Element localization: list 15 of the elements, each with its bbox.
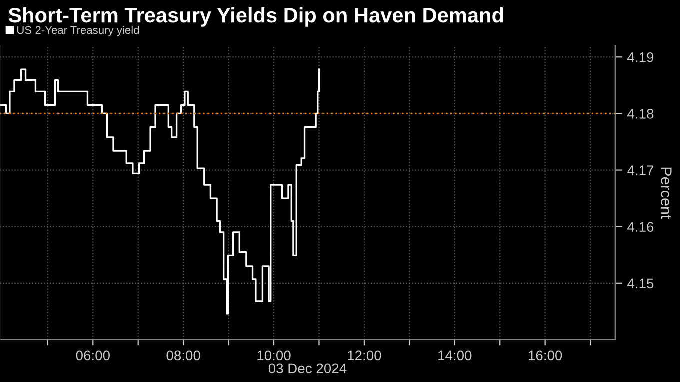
- y-tick-label: 4.17: [628, 166, 654, 176]
- x-tick-label: 08:00: [166, 350, 200, 361]
- x-tick-label: 10:00: [258, 350, 291, 361]
- legend-label: US 2-Year Treasury yield: [18, 26, 140, 36]
- chart-title: Short-Term Treasury Yields Dip on Haven Demand: [8, 7, 504, 27]
- y-tick-label: 4.19: [628, 52, 654, 62]
- y-tick-label: 4.18: [628, 109, 654, 119]
- y-tick-label: 4.15: [628, 278, 654, 289]
- x-tick-label: 12:00: [348, 350, 382, 361]
- x-tick-label: 14:00: [438, 350, 472, 361]
- y-tick-label: 4.16: [628, 222, 654, 232]
- y-axis-title: Percent: [661, 168, 672, 220]
- x-tick-label: 06:00: [76, 350, 110, 361]
- x-axis-title: 03 Dec 2024: [268, 364, 347, 374]
- x-tick-label: 16:00: [528, 350, 562, 361]
